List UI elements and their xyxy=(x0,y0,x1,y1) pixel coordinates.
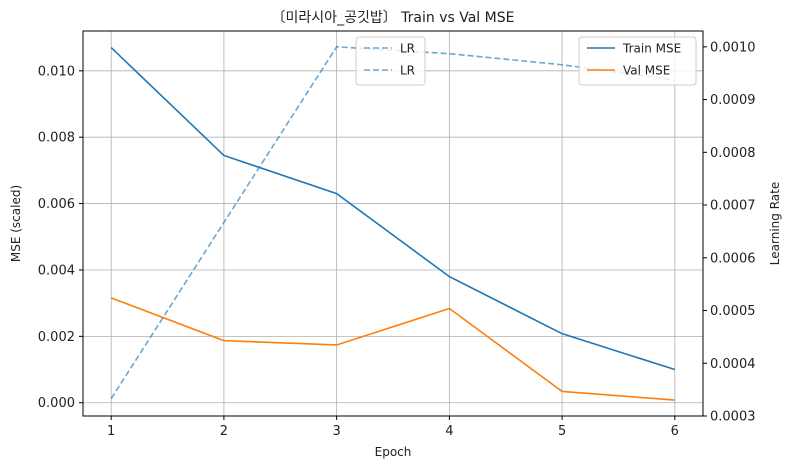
legend: Train MSE Val MSE xyxy=(578,36,697,86)
y2-tick-label: 0.0008 xyxy=(710,146,756,161)
legend-label: LR xyxy=(400,64,415,78)
plot-frame xyxy=(82,30,704,417)
series-line-train-mse xyxy=(110,47,676,371)
y-tick-label: 0.000 xyxy=(38,396,75,411)
x-tick-label: 5 xyxy=(558,424,566,439)
legend-label: LR xyxy=(400,42,415,56)
y2-axis-label: Learning Rate xyxy=(768,182,782,265)
y-tick-label: 0.010 xyxy=(38,64,75,79)
axis-ticks: 1 2 3 4 5 6 0.000 0.002 0.004 0.006 0.008 0.010 0.00… xyxy=(38,40,756,439)
legend-box xyxy=(355,36,426,86)
series-line-val-mse xyxy=(110,297,675,401)
x-axis-label: Epoch xyxy=(375,445,412,459)
y2-tick-label: 0.0004 xyxy=(710,357,756,372)
y2-tick-label: 0.0005 xyxy=(710,304,756,319)
x-tick-label: 3 xyxy=(332,424,340,439)
legend-label: Train MSE xyxy=(622,42,681,56)
x-tick-label: 2 xyxy=(220,424,228,439)
legends: LR LR Train MSE Val MSE xyxy=(355,36,697,86)
x-tick-label: 1 xyxy=(107,424,115,439)
y2-tick-label: 0.0009 xyxy=(710,93,756,108)
y2-tick-label: 0.0010 xyxy=(710,40,756,55)
y-tick-label: 0.006 xyxy=(38,197,75,212)
y-tick-label: 0.004 xyxy=(38,263,75,278)
y-axis-label: MSE (scaled) xyxy=(9,185,23,262)
x-tick-label: 4 xyxy=(445,424,453,439)
legend: LR LR xyxy=(355,36,426,86)
legend-box xyxy=(578,36,697,86)
y-tick-label: 0.002 xyxy=(38,330,75,345)
y2-tick-label: 0.0007 xyxy=(710,199,756,214)
y2-tick-label: 0.0003 xyxy=(710,410,756,425)
legend-label: Val MSE xyxy=(623,64,670,78)
y-tick-label: 0.008 xyxy=(38,131,75,146)
x-tick-label: 6 xyxy=(671,424,679,439)
chart-title: 〔미라시아_공깃밥〕 Train vs Val MSE xyxy=(272,10,515,26)
y2-tick-label: 0.0006 xyxy=(710,251,756,266)
